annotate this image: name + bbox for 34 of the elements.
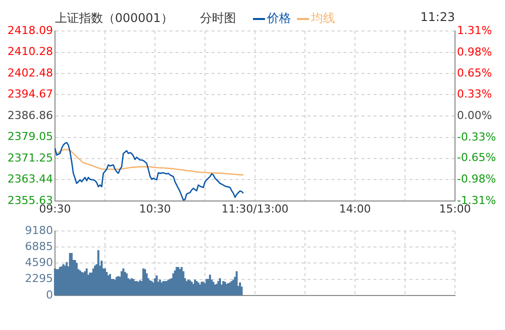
y2-tick-label: 0.33%	[457, 87, 492, 100]
bar	[240, 286, 243, 296]
y2-tick-label: 0.00%	[457, 108, 492, 122]
text: 11:23	[420, 10, 455, 24]
bar	[120, 271, 123, 296]
y-tick-label: 2295	[25, 272, 53, 286]
y-tick-label: 2402.48	[8, 66, 53, 80]
y-tick-label: 4590	[25, 256, 53, 270]
y-tick-label: 0	[46, 288, 53, 302]
y-tick-label: 2394.67	[8, 88, 53, 101]
y2-tick-label: -0.98%	[457, 172, 496, 186]
legend-label: 价格	[267, 11, 291, 25]
y2-tick-label: -0.65%	[457, 151, 496, 164]
y-tick-label: 2386.86	[8, 108, 53, 122]
y-tick-label: 2371.25	[8, 151, 53, 164]
x-tick-label: 10:30	[139, 202, 171, 216]
bar	[156, 275, 158, 296]
y-tick-label: 2379.05	[8, 130, 53, 144]
y2-tick-label: 0.98%	[457, 45, 492, 58]
y-tick-label: 2410.28	[8, 45, 53, 58]
x-tick-label: 11:30/13:00	[221, 202, 289, 216]
x-tick-label: 14:00	[339, 202, 371, 216]
bar	[76, 262, 78, 296]
y-tick-label: 2363.44	[8, 172, 53, 186]
y2-tick-label: -0.33%	[457, 130, 496, 144]
chart-subtitle: 分时图	[200, 10, 236, 27]
legend-label: 均线	[311, 11, 335, 25]
y-tick-label: 6885	[25, 240, 53, 253]
y2-tick-label: 1.31%	[457, 24, 492, 37]
y-tick-label: 9180	[25, 224, 53, 237]
y2-tick-label: 0.65%	[457, 66, 492, 80]
bar	[236, 271, 238, 296]
y-tick-label: 2418.09	[8, 24, 53, 37]
chart-title: 上证指数（000001）	[55, 10, 173, 27]
